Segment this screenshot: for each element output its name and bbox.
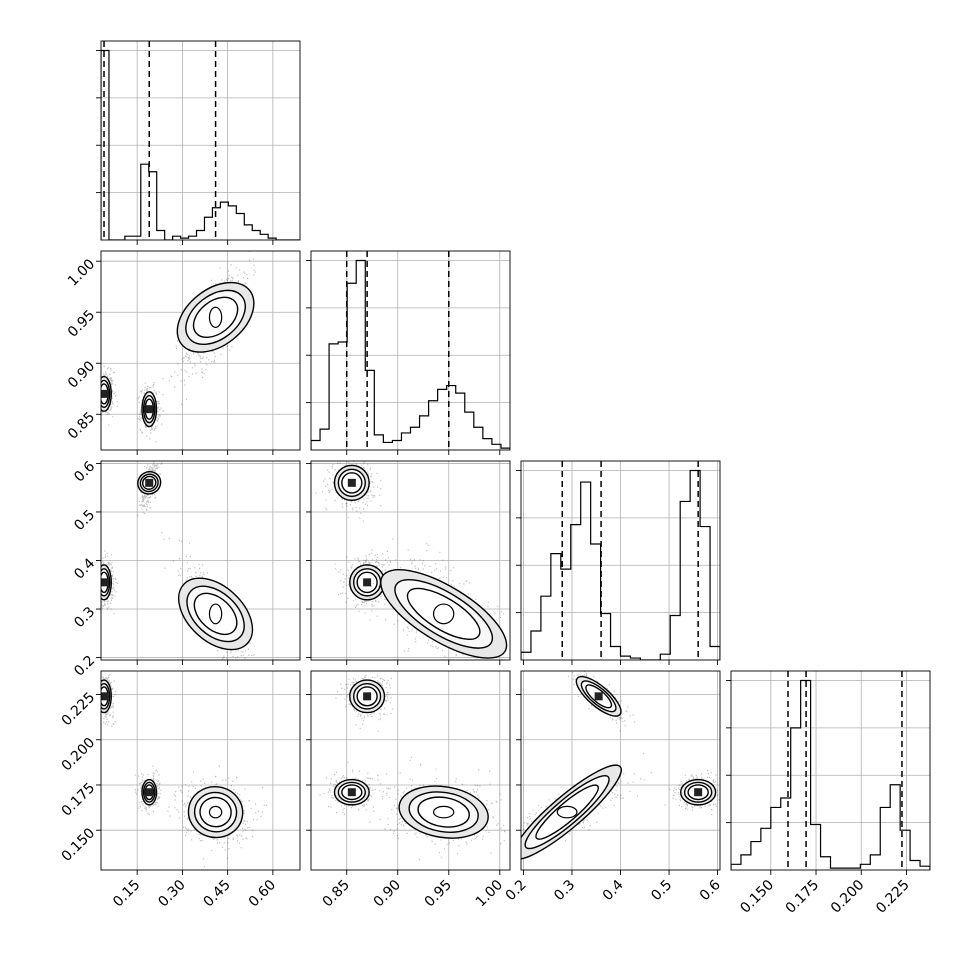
contour-inner [208, 603, 223, 625]
y-tick-label: 0.6 [71, 458, 98, 485]
panel-frame [310, 250, 511, 451]
density-3-0 [101, 671, 268, 868]
panel-3-0: 0.15 0.30 0.45 0.60 0.150 0.175 0.200 0.225 [59, 670, 301, 910]
x-tick-label: 0.175 [783, 877, 823, 917]
x-tick-label: 0.5 [648, 877, 675, 904]
y-tick-label: 0.95 [65, 307, 98, 340]
y-tick-label: 0.90 [65, 358, 98, 391]
contour-inner [432, 805, 455, 819]
density-peak [363, 692, 372, 701]
panel-frame [100, 670, 301, 871]
x-tick-label: 0.15 [110, 877, 143, 910]
panel-2-2 [516, 460, 721, 665]
y-tick-label: 0.2 [71, 653, 98, 680]
y-tick-label: 0.200 [59, 735, 99, 775]
x-tick-label: 0.45 [201, 877, 234, 910]
density-2-1 [315, 461, 508, 660]
density-peak [145, 405, 154, 414]
x-tick-label: 0.85 [320, 877, 353, 910]
y-tick-label: 0.5 [71, 507, 98, 534]
density-peak [101, 389, 109, 398]
histogram-2 [521, 469, 720, 660]
panel-frame [100, 40, 301, 241]
x-tick-label: 0.60 [246, 877, 279, 910]
x-tick-label: 0.150 [737, 877, 777, 917]
contour-inner [556, 805, 578, 819]
density-1-0 [101, 251, 256, 443]
panel-frame [100, 250, 301, 451]
x-tick-label: 0.95 [422, 877, 455, 910]
density-peak [347, 478, 356, 487]
density-3-1 [319, 675, 506, 860]
density-peak [363, 578, 372, 587]
density-3-2 [521, 671, 720, 860]
contour-inner [432, 603, 455, 625]
contour-inner [208, 306, 223, 329]
panel-0-0 [96, 40, 301, 245]
density-peak [101, 578, 109, 587]
density-peak [145, 788, 154, 797]
histogram-3 [731, 679, 930, 870]
contour-inner [208, 805, 223, 819]
panel-frame [310, 670, 511, 871]
panel-1-0: 0.85 0.90 0.95 1.00 [65, 250, 301, 455]
x-tick-label: 0.225 [873, 877, 913, 917]
panel-2-0: 0.2 0.3 0.4 0.5 0.6 [71, 458, 301, 680]
density-peak [694, 788, 703, 797]
y-tick-label: 0.4 [71, 555, 98, 582]
x-tick-label: 0.4 [600, 877, 627, 904]
density-peak [594, 692, 603, 701]
density-peak [145, 478, 154, 487]
x-tick-label: 0.3 [551, 877, 578, 904]
y-tick-label: 0.225 [59, 689, 99, 729]
panel-3-3: 0.150 0.175 0.200 0.225 [726, 670, 931, 917]
density-peak [101, 692, 109, 701]
panel-2-1 [306, 460, 511, 665]
x-tick-label: 0.200 [828, 877, 868, 917]
panel-frame [730, 670, 931, 871]
y-tick-label: 0.85 [65, 409, 98, 442]
x-tick-label: 1.00 [473, 877, 506, 910]
histogram-1 [311, 259, 510, 450]
y-tick-label: 0.150 [59, 825, 99, 865]
density-peak [347, 788, 356, 797]
histogram-0 [101, 49, 300, 240]
x-tick-label: 0.90 [371, 877, 404, 910]
panel-1-1 [306, 250, 511, 455]
x-tick-label: 0.30 [155, 877, 188, 910]
y-tick-label: 0.175 [59, 780, 99, 820]
y-tick-label: 1.00 [65, 256, 98, 289]
density-2-0 [101, 461, 257, 660]
panel-3-2: 0.2 0.3 0.4 0.5 0.6 [503, 670, 724, 904]
panel-3-1: 0.85 0.90 0.95 1.00 [306, 670, 511, 910]
y-tick-label: 0.3 [71, 604, 98, 631]
x-tick-label: 0.6 [697, 877, 724, 904]
x-tick-label: 0.2 [503, 877, 530, 904]
